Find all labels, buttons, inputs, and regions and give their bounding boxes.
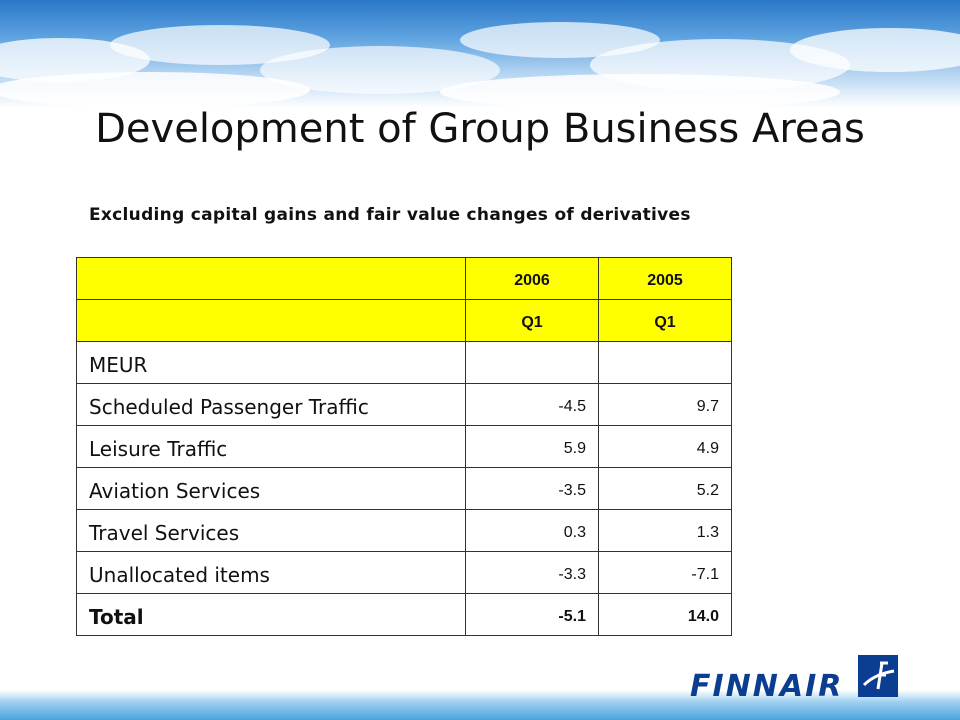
table-row: Unallocated items -3.3 -7.1 (76, 551, 732, 594)
header-row-quarters: Q1 Q1 (76, 299, 732, 342)
table-row: Aviation Services -3.5 5.2 (76, 467, 732, 510)
value-2006: -3.3 (465, 551, 599, 594)
value-2005: 4.9 (598, 425, 732, 468)
header-quarter-2006: Q1 (465, 299, 599, 342)
clouds-graphic (0, 22, 960, 108)
slide-subtitle: Excluding capital gains and fair value c… (89, 205, 691, 225)
header-year-2005: 2005 (598, 257, 732, 300)
header-blank-cell (76, 299, 466, 342)
header-blank-cell (76, 257, 466, 300)
header-year-2006: 2006 (465, 257, 599, 300)
value-2006: -3.5 (465, 467, 599, 510)
business-areas-table: 2006 2005 Q1 Q1 MEUR Scheduled Passenger… (76, 257, 732, 636)
unit-label: MEUR (76, 341, 466, 384)
value-2006: 0.3 (465, 509, 599, 552)
value-2005: 9.7 (598, 383, 732, 426)
table-row: Scheduled Passenger Traffic -4.5 9.7 (76, 383, 732, 426)
finnair-f-mark-icon (858, 655, 898, 697)
unit-blank-cell (598, 341, 732, 384)
row-label: Scheduled Passenger Traffic (76, 383, 466, 426)
finnair-logo: FINNAIR (690, 655, 910, 705)
value-2006: 5.9 (465, 425, 599, 468)
value-2006: -4.5 (465, 383, 599, 426)
header-quarter-2005: Q1 (598, 299, 732, 342)
row-label: Travel Services (76, 509, 466, 552)
row-label: Aviation Services (76, 467, 466, 510)
value-2005: 1.3 (598, 509, 732, 552)
slide-title: Development of Group Business Areas (95, 106, 865, 152)
table-row: Travel Services 0.3 1.3 (76, 509, 732, 552)
total-value-2005: 14.0 (598, 593, 732, 636)
total-row: Total -5.1 14.0 (76, 593, 732, 636)
value-2005: 5.2 (598, 467, 732, 510)
logo-text: FINNAIR (690, 669, 844, 704)
header-row-years: 2006 2005 (76, 257, 732, 300)
row-label: Unallocated items (76, 551, 466, 594)
value-2005: -7.1 (598, 551, 732, 594)
unit-row: MEUR (76, 341, 732, 384)
total-value-2006: -5.1 (465, 593, 599, 636)
sky-banner (0, 0, 960, 108)
row-label: Leisure Traffic (76, 425, 466, 468)
total-label: Total (76, 593, 466, 636)
unit-blank-cell (465, 341, 599, 384)
bottom-bar (0, 690, 960, 720)
table-row: Leisure Traffic 5.9 4.9 (76, 425, 732, 468)
